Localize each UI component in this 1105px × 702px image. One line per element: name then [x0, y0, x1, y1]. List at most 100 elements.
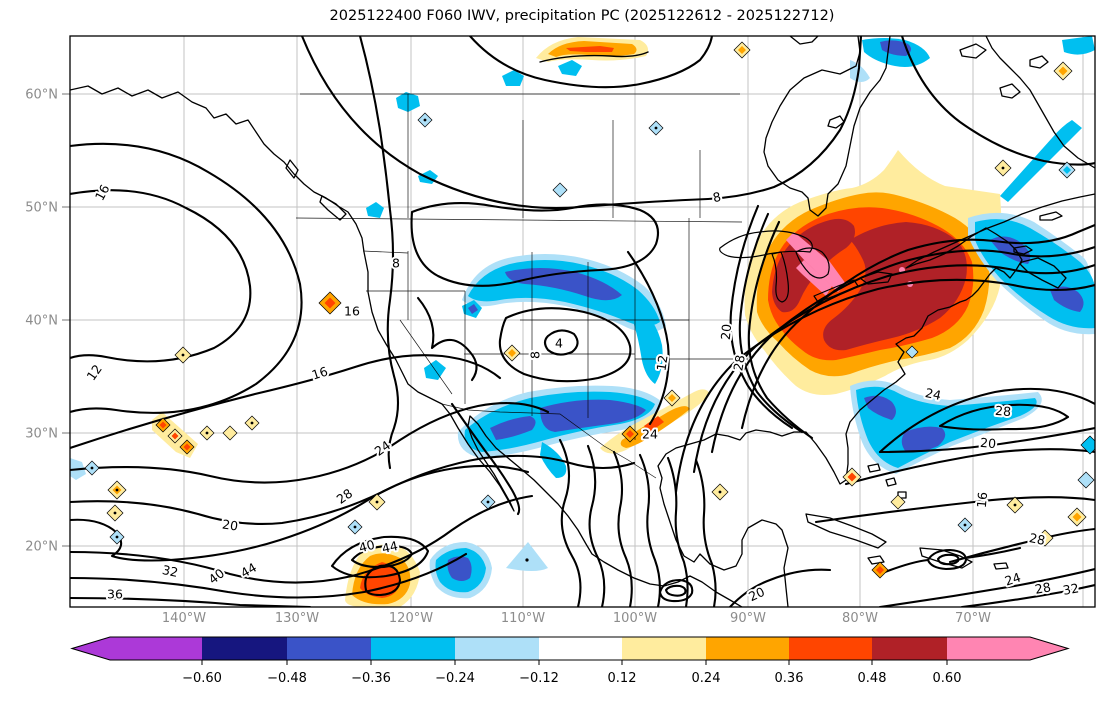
anomaly-diamond-dot — [654, 126, 658, 130]
colorbar-segment — [789, 637, 872, 660]
contour-label: 24 — [1003, 569, 1023, 588]
colorbar-segment — [110, 637, 202, 660]
anomaly-diamond-dot — [718, 490, 722, 494]
anomaly-diamond-core — [876, 566, 884, 574]
anomaly-diamond — [552, 182, 568, 198]
contour-label: 20 — [221, 516, 239, 533]
anomaly-diamond-core — [626, 430, 634, 438]
lat-tick-label: 20°N — [25, 540, 58, 555]
contour-label: 16 — [344, 304, 360, 319]
plot-frame — [69, 35, 1096, 608]
neg-baja-core — [447, 556, 472, 581]
neg-band-north-core — [505, 268, 622, 301]
anomaly-diamond-dot — [486, 500, 490, 504]
lon-tick-label: 100°W — [613, 611, 657, 626]
neg-spill — [540, 442, 567, 478]
contour-label: 16 — [92, 182, 113, 203]
lat-tick-label: 60°N — [25, 88, 58, 103]
positive-region-pink-streak — [786, 232, 846, 292]
chart-title: 2025122400 F060 IWV, precipitation PC (2… — [330, 8, 835, 24]
contour-label: 12 — [83, 362, 104, 384]
contour-label: 24 — [924, 385, 943, 403]
anomaly-diamond-core — [171, 432, 179, 440]
anomaly-diamond-dot — [181, 353, 185, 357]
anomaly-diamond-markers — [84, 41, 1095, 579]
neg-eastcoast-core1 — [864, 395, 896, 420]
colorbar-segment — [539, 637, 622, 660]
anomaly-diamond-dot — [115, 535, 119, 539]
colorbar-tick-label: 0.48 — [858, 671, 887, 686]
contour-label: 12 — [653, 354, 670, 372]
colorbar-tick-label: 0.24 — [692, 671, 721, 686]
anomaly-diamond-dot — [1001, 166, 1005, 170]
anomaly-diamond-core — [1058, 66, 1068, 76]
colorbar-tick-label: −0.36 — [351, 671, 391, 686]
colorbar-tick-label: 0.60 — [933, 671, 962, 686]
anomaly-diamond-core — [183, 443, 191, 451]
colorbar-tick-label: −0.60 — [182, 671, 222, 686]
anomaly-diamond-core — [1063, 166, 1071, 174]
neg-arm-east — [630, 302, 663, 384]
contour-label: 20 — [980, 435, 997, 451]
anomaly-diamond — [1036, 529, 1054, 547]
contour-label: 20 — [718, 323, 734, 340]
colorbar: −0.60 −0.48 −0.36 −0.24 −0.12 0.12 0.24 0.36 0.4… — [70, 636, 1070, 686]
anomaly-diamond — [905, 345, 919, 359]
contour-label: 36 — [107, 587, 123, 602]
colorbar-tick-label: 0.36 — [775, 671, 804, 686]
lat-tick-label: 50°N — [25, 201, 58, 216]
contour-label: 16 — [310, 363, 330, 382]
lon-tick-label: 140°W — [162, 611, 206, 626]
neg-band-south-core-w — [490, 416, 536, 440]
anomaly-diamond-dot — [1013, 503, 1017, 507]
contour-label: 8 — [392, 256, 400, 271]
anomaly-diamond — [1080, 435, 1095, 455]
anomaly-diamond-dot — [423, 118, 427, 122]
colorbar-tick-label: −0.48 — [267, 671, 307, 686]
neg-triangle — [506, 542, 548, 571]
lat-tick-label: 30°N — [25, 427, 58, 442]
anomaly-diamond-dot — [90, 466, 94, 470]
anomaly-diamond-dot — [963, 523, 967, 527]
colorbar-tick-label: −0.24 — [435, 671, 475, 686]
anomaly-diamond — [222, 425, 238, 441]
contour-label: 28 — [1028, 530, 1047, 548]
anomaly-diamond-dot — [113, 511, 117, 515]
contour-label: 16 — [974, 491, 990, 508]
contour-label: 28 — [1034, 579, 1052, 597]
anomaly-diamond-core — [159, 421, 167, 429]
anomaly-diamond-dot — [375, 500, 379, 504]
axes: 60°N 50°N 40°N 30°N 20°N 140°W 130°W 120°W 110°W… — [25, 88, 991, 627]
anomaly-diamond-dot — [205, 431, 209, 435]
anomaly-diamond-core — [1072, 512, 1082, 522]
anomaly-diamond — [1077, 471, 1095, 489]
contour-label: 40 — [357, 537, 376, 556]
colorbar-segment — [706, 637, 789, 660]
anomaly-diamond-dot — [250, 421, 254, 425]
contour-label: 44 — [380, 538, 399, 556]
colorbar-segment — [371, 637, 455, 660]
contour-label: 32 — [161, 562, 180, 580]
contour-label: 8 — [711, 189, 722, 205]
neg-topright — [1062, 36, 1095, 55]
contour-label: 28 — [334, 485, 356, 506]
anomaly-diamond-core — [324, 297, 336, 309]
cyan-blob — [366, 202, 384, 218]
anomaly-diamond-core — [668, 394, 676, 402]
anomaly-diamond — [890, 494, 906, 510]
cyan-blob — [558, 60, 582, 76]
contour-label: 4 — [555, 336, 563, 351]
colorbar-segment — [622, 637, 706, 660]
colorbar-segment — [202, 637, 287, 660]
contour-label: 20 — [746, 584, 767, 604]
lon-tick-label: 110°W — [501, 611, 545, 626]
colorbar-segment — [947, 637, 1030, 660]
lon-tick-label: 70°W — [955, 611, 991, 626]
colorbar-segment — [872, 637, 947, 660]
neg-eastcoast-core2 — [901, 426, 946, 453]
anomaly-diamond-dot — [353, 525, 357, 529]
contour-label: 28 — [730, 354, 748, 372]
lat-tick-label: 40°N — [25, 314, 58, 329]
